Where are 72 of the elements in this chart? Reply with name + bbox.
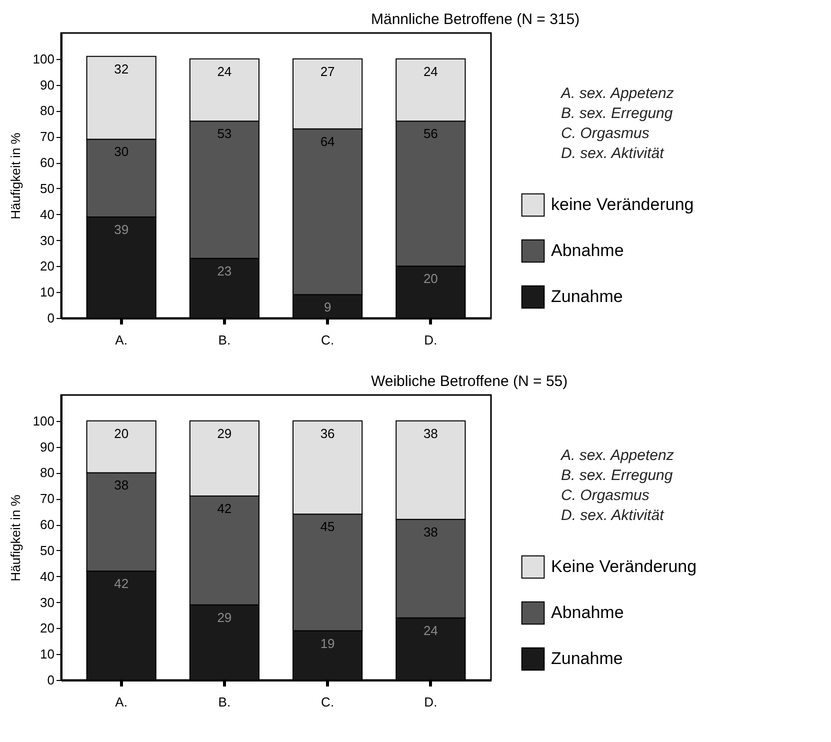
data-label: 20 (114, 426, 129, 441)
data-label: 29 (217, 610, 232, 625)
legend-label: Abnahme (551, 603, 624, 622)
data-label: 36 (320, 426, 335, 441)
y-tick-label: 100 (32, 51, 54, 66)
y-axis-title: Häufigkeit in % (8, 494, 23, 582)
legend-label: keine Veränderung (551, 195, 694, 214)
chart-title: Männliche Betroffene (N = 315) (371, 11, 580, 28)
y-tick-label: 90 (40, 77, 54, 92)
y-tick-label: 70 (40, 491, 54, 506)
text: D. sex. Aktivität (561, 507, 665, 524)
data-label: 20 (423, 271, 438, 286)
data-label: 38 (114, 478, 129, 493)
data-label: 38 (423, 524, 438, 540)
y-tick-label: 0 (47, 310, 54, 326)
x-tick-label: B. (218, 332, 231, 348)
x-tick-label: A. (115, 694, 128, 710)
y-tick-label: 100 (32, 413, 54, 428)
text: B. sex. Erregung (561, 105, 674, 122)
data-label: 19 (320, 636, 335, 651)
data-label: 64 (320, 134, 335, 149)
text: C. Orgasmus (561, 487, 650, 504)
legend-label: Abnahme (551, 241, 624, 260)
data-label: 42 (114, 576, 129, 592)
data-label: 45 (320, 519, 335, 534)
chart-title: Weibliche Betroffene (N = 55) (371, 373, 568, 390)
y-tick-label: 20 (40, 258, 54, 274)
y-tick-label: 10 (40, 284, 54, 300)
text: B. sex. Erregung (561, 467, 674, 484)
y-axis-title: Häufigkeit in % (8, 132, 23, 220)
data-label: 30 (114, 144, 129, 160)
legend-label: Zunahme (551, 287, 623, 306)
text: C. Orgasmus (561, 125, 650, 142)
data-label: 42 (217, 501, 232, 516)
y-tick-label: 10 (40, 646, 54, 662)
data-label: 29 (217, 426, 232, 441)
data-label: 23 (217, 263, 232, 278)
x-tick-label: D. (424, 694, 438, 710)
y-tick-label: 70 (40, 129, 54, 144)
data-label: 9 (324, 300, 332, 315)
data-label: 24 (217, 64, 232, 79)
y-tick-label: 40 (40, 206, 54, 222)
x-tick-label: A. (115, 332, 128, 348)
data-label: 24 (423, 64, 438, 79)
data-label: 53 (217, 126, 232, 142)
y-tick-label: 60 (40, 155, 54, 170)
data-label: 32 (114, 61, 129, 76)
text: A. sex. Appetenz (560, 447, 674, 464)
x-tick-label: C. (321, 694, 334, 710)
data-label: 39 (114, 222, 129, 237)
y-tick-label: 0 (47, 672, 54, 688)
y-tick-label: 50 (40, 542, 54, 558)
legend-label: Zunahme (551, 649, 623, 668)
text: A. sex. Appetenz (560, 85, 674, 102)
y-tick-label: 30 (40, 232, 54, 248)
y-tick-label: 80 (40, 465, 54, 480)
data-label: 24 (423, 622, 438, 638)
data-label: 56 (423, 126, 438, 142)
y-tick-label: 80 (40, 103, 54, 118)
y-tick-label: 60 (40, 517, 54, 532)
y-tick-label: 30 (40, 594, 54, 610)
legend-label: Keine Veränderung (551, 557, 697, 576)
x-tick-label: B. (218, 694, 231, 710)
x-tick-label: C. (321, 332, 334, 348)
data-label: 38 (423, 426, 438, 441)
data-label: 27 (320, 64, 335, 79)
x-tick-label: D. (424, 332, 438, 348)
y-tick-label: 90 (40, 439, 54, 454)
y-tick-label: 20 (40, 620, 54, 636)
text: D. sex. Aktivität (561, 145, 665, 162)
y-tick-label: 40 (40, 568, 54, 584)
y-tick-label: 50 (40, 180, 54, 196)
